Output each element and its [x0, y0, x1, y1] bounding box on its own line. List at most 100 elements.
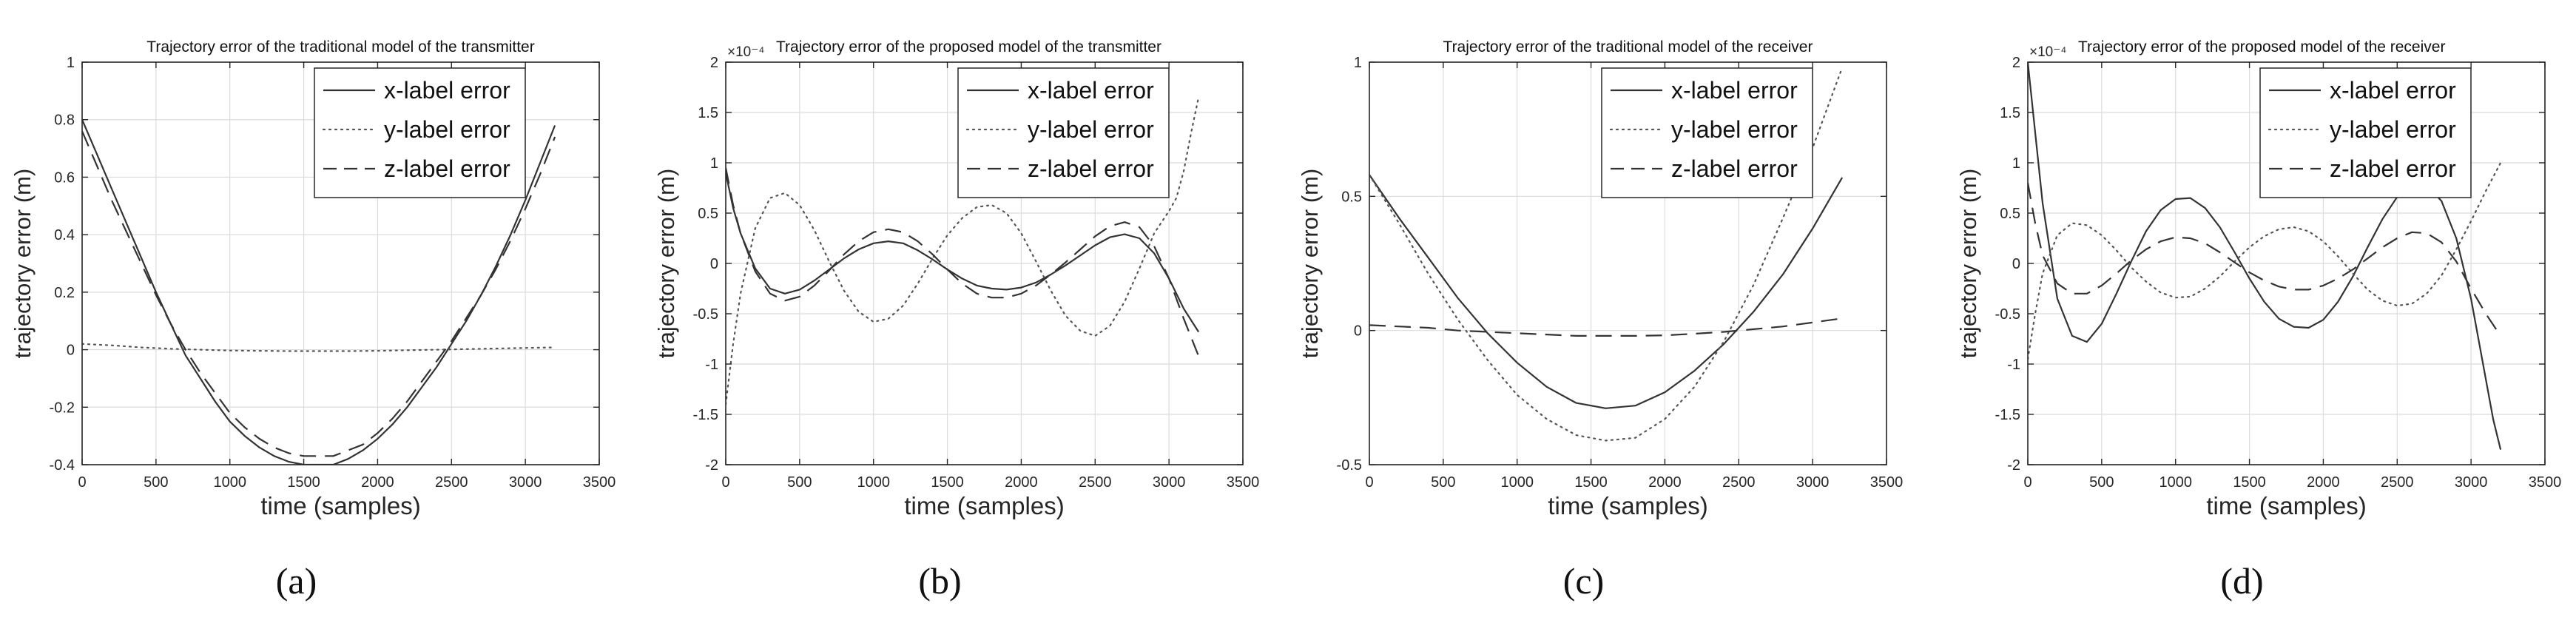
legend-label-1: x-label error [1671, 77, 1798, 104]
y-tick-label: 0 [67, 343, 75, 359]
y-tick-label: 0.5 [1341, 189, 1362, 205]
series-line-1 [82, 119, 556, 465]
x-axis-label: time (samples) [1548, 492, 1707, 519]
series-line-2 [2028, 161, 2502, 360]
legend-label-2: y-label error [1671, 116, 1798, 143]
legend: x-label error y-label error z-label error [957, 67, 1170, 198]
x-tick-label: 2000 [1648, 474, 1682, 491]
chart-panel-4: 0 500 1000 1500 2000 2500 3000 3500 -2 -1.5 -1 -0.5… [1955, 38, 2561, 602]
y-tick-label: -0.5 [1995, 306, 2020, 323]
x-tick-label: 500 [2089, 474, 2114, 491]
y-axis-label: trajectory error (m) [653, 169, 679, 359]
x-tick-label: 3500 [583, 474, 616, 491]
x-tick-label: 3000 [1153, 474, 1186, 491]
y-exponent-label: ×10⁻⁴ [727, 44, 764, 60]
y-tick-label: -2 [705, 457, 718, 474]
legend-label-1: x-label error [384, 77, 510, 104]
x-tick-label: 0 [1365, 474, 1373, 491]
series-line-1 [726, 172, 1200, 333]
legend-label-1: x-label error [2330, 77, 2456, 104]
y-tick-label: 0 [2012, 256, 2020, 272]
y-axis-label: trajectory error (m) [1955, 169, 1981, 359]
legend-label-2: y-label error [2330, 116, 2456, 143]
x-tick-label: 3000 [1796, 474, 1830, 491]
series-line-1 [1369, 174, 1844, 409]
y-tick-label: 1.5 [698, 105, 718, 121]
y-tick-label: -0.4 [50, 457, 75, 474]
y-tick-label: 0.5 [698, 206, 718, 222]
y-tick-label: 2 [2012, 55, 2020, 71]
x-tick-label: 3500 [2529, 474, 2562, 491]
y-tick-label: -1.5 [1995, 407, 2020, 423]
chart-panel-2: 0 500 1000 1500 2000 2500 3000 3500 -2 -1.5 -1 -0.5… [653, 38, 1259, 602]
x-tick-label: 0 [2023, 474, 2032, 491]
legend-label-3: z-label error [1671, 155, 1798, 182]
legend-label-3: z-label error [384, 155, 510, 182]
x-tick-label: 1000 [857, 474, 890, 491]
y-tick-label: -0.2 [50, 400, 75, 416]
series-line-3 [1369, 317, 1843, 337]
chart-title: Trajectory error of the proposed model o… [776, 38, 1161, 55]
x-tick-label: 2000 [1005, 474, 1038, 491]
y-tick-label: 0 [1354, 323, 1362, 340]
y-tick-label: 0.4 [54, 227, 75, 243]
x-tick-label: 500 [787, 474, 812, 491]
y-tick-label: -1 [2007, 357, 2020, 373]
legend: x-label error y-label error z-label error [1601, 67, 1813, 198]
y-tick-label: 1 [1354, 55, 1362, 71]
x-tick-label: 1500 [287, 474, 320, 491]
series-line-2 [726, 96, 1200, 405]
y-tick-label: 1 [67, 55, 75, 71]
series-line-3 [2028, 183, 2502, 337]
x-tick-label: 500 [1431, 474, 1455, 491]
legend-label-1: x-label error [1028, 77, 1154, 104]
x-axis-label: time (samples) [904, 492, 1064, 519]
x-tick-label: 1500 [1574, 474, 1608, 491]
x-tick-label: 1000 [2159, 474, 2192, 491]
legend-label-3: z-label error [1028, 155, 1154, 182]
y-tick-label: 1 [710, 155, 718, 172]
axes-frame [1369, 61, 1887, 465]
y-axis-label: trajectory error (m) [1297, 169, 1323, 359]
chart-panel-3: 0 500 1000 1500 2000 2500 3000 3500-0.500.51Tra… [1297, 38, 1903, 602]
y-axis-label: trajectory error (m) [10, 169, 36, 359]
x-tick-label: 2000 [361, 474, 394, 491]
y-tick-label: -1 [705, 357, 718, 373]
x-tick-label: 3000 [2455, 474, 2488, 491]
x-tick-label: 1000 [1500, 474, 1534, 491]
x-tick-label: 3500 [1227, 474, 1260, 491]
panel-label: (a) [276, 560, 317, 602]
y-tick-label: 0 [710, 256, 718, 272]
chart-panel-1: 0 500 1000 1500 2000 2500 3000 3500 -0.4 -0.2 0 0.2… [10, 38, 616, 602]
x-axis-label: time (samples) [2206, 492, 2366, 519]
y-tick-label: 0.2 [54, 285, 75, 301]
y-tick-label: 0.8 [54, 112, 75, 129]
y-tick-label: -0.5 [693, 306, 718, 323]
x-tick-label: 1500 [931, 474, 964, 491]
y-tick-label: 1 [2012, 155, 2020, 172]
x-tick-label: 2500 [2381, 474, 2414, 491]
x-tick-label: 3000 [509, 474, 542, 491]
y-tick-label: 0.6 [54, 169, 75, 186]
y-tick-label: -0.5 [1337, 457, 1362, 474]
series-line-2 [82, 343, 556, 352]
legend-label-2: y-label error [1028, 116, 1154, 143]
y-exponent-label: ×10⁻⁴ [2029, 44, 2066, 60]
series-line-3 [726, 167, 1200, 357]
x-tick-label: 3500 [1870, 474, 1904, 491]
y-tick-label: -1.5 [693, 407, 718, 423]
chart-title: Trajectory error of the proposed model o… [2078, 38, 2445, 55]
chart-title: Trajectory error of the traditional mode… [146, 38, 534, 55]
x-tick-label: 1500 [2233, 474, 2266, 491]
chart-title: Trajectory error of the traditional mode… [1443, 38, 1813, 55]
y-tick-label: 2 [710, 55, 718, 71]
series-line-2 [1369, 67, 1844, 442]
x-tick-label: 500 [144, 474, 168, 491]
x-axis-label: time (samples) [260, 492, 420, 519]
legend-label-3: z-label error [2330, 155, 2456, 182]
axes-frame [81, 61, 600, 465]
panel-label: (c) [1563, 560, 1605, 602]
legend-label-2: y-label error [384, 116, 510, 143]
panel-label: (b) [918, 560, 961, 602]
